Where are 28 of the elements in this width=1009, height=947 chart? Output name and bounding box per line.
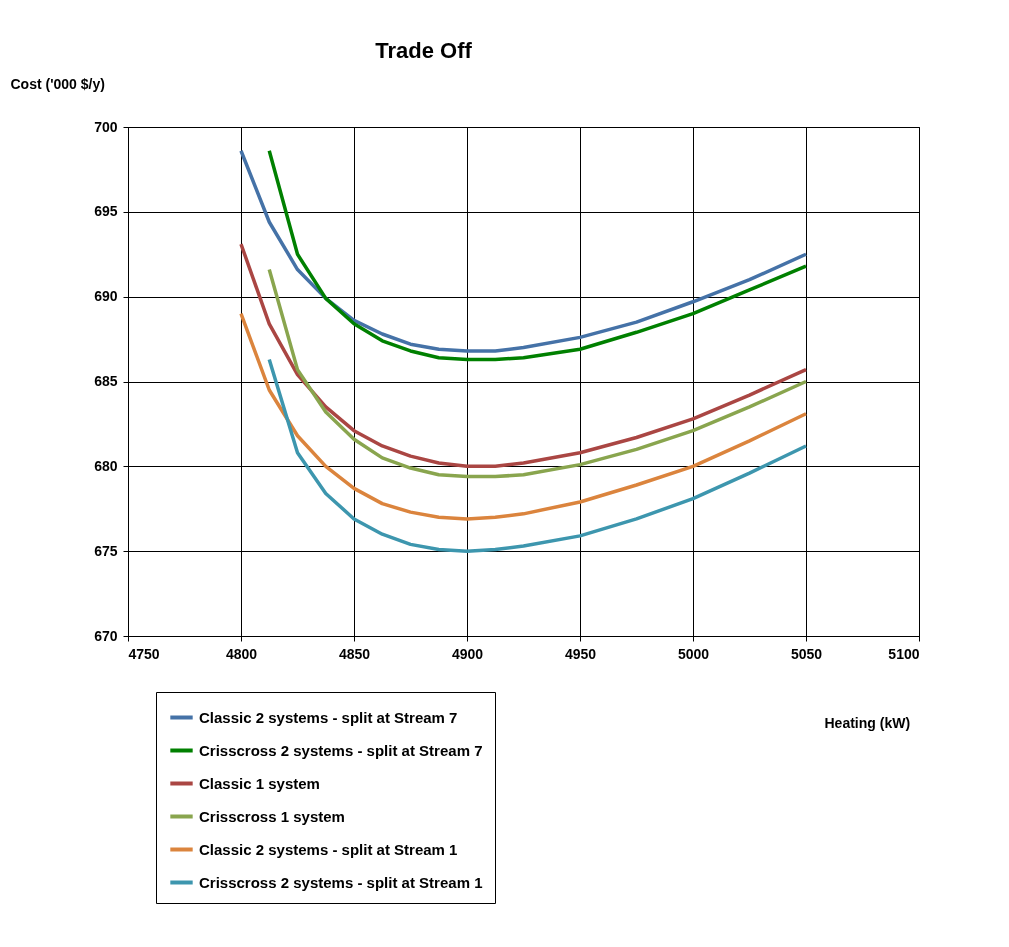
legend-label: Classic 2 systems - split at Stream 7	[199, 708, 458, 726]
legend-label: Classic 1 system	[199, 774, 320, 792]
y-tick-label: 685	[94, 373, 118, 389]
legend-label: Crisscross 2 systems - split at Stream 1	[199, 873, 483, 891]
line-series	[267, 267, 808, 479]
x-tick-label: 5050	[790, 645, 823, 662]
y-tick-label: 670	[94, 627, 118, 644]
line-series	[239, 311, 808, 521]
x-tick-label: 4950	[564, 645, 597, 662]
y-tick-label: 675	[94, 542, 118, 559]
x-tick-label: 4750	[128, 645, 160, 662]
x-tick-label: 5100	[888, 645, 920, 662]
line-series	[267, 357, 808, 553]
y-tick-label: 680	[94, 457, 118, 474]
legend-label: Classic 2 systems - split at Stream 1	[199, 840, 458, 858]
x-tick-label: 4850	[338, 645, 371, 662]
legend-label: Crisscross 2 systems - split at Stream 7	[199, 741, 483, 759]
chart-title: Trade Off	[375, 38, 473, 63]
y-tick-label: 690	[94, 288, 118, 305]
y-tick-label: 695	[94, 203, 118, 220]
line-series	[239, 242, 808, 469]
x-axis-title: Heating (kW)	[824, 714, 911, 731]
x-tick-label: 5000	[677, 645, 710, 662]
legend-label: Crisscross 1 system	[199, 807, 345, 825]
x-tick-label: 4900	[451, 645, 484, 662]
y-tick-label: 700	[94, 118, 118, 135]
x-tick-label: 4800	[225, 645, 258, 662]
y-axis-title: Cost ('000 $/y)	[10, 75, 105, 92]
